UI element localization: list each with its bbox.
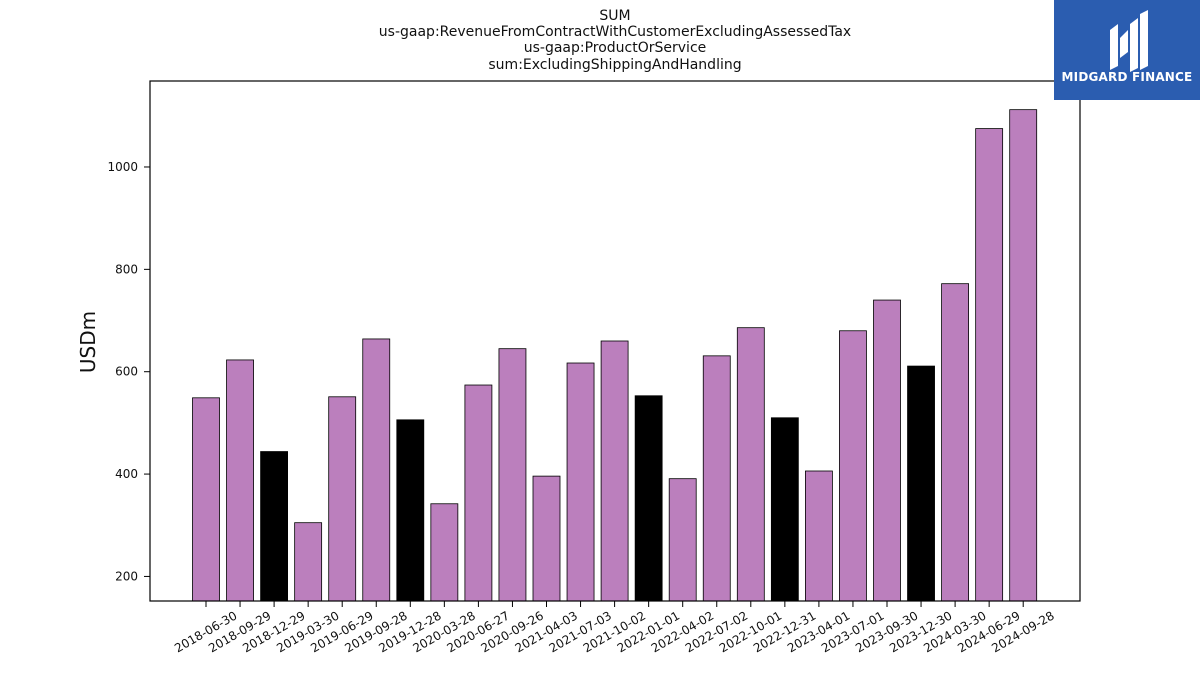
bar-2021-10-02 [600, 340, 629, 602]
y-tick-label: 1000 [107, 160, 138, 174]
bar-2022-10-01 [736, 327, 765, 602]
bar-2021-07-03 [566, 362, 595, 602]
bar-2022-12-31 [770, 417, 799, 602]
chart-title-line-2: us-gaap:RevenueFromContractWithCustomerE… [379, 24, 851, 40]
chart-title-line-4: sum:ExcludingShippingAndHandling [488, 57, 741, 73]
x-axis-ticks: 2018-06-302018-09-292018-12-292019-03-30… [172, 601, 1057, 655]
y-tick-label: 800 [115, 262, 138, 276]
midgard-finance-logo: MIDGARD FINANCE [1054, 0, 1200, 100]
bar-2019-06-29 [328, 396, 357, 602]
y-tick-label: 400 [115, 467, 138, 481]
bar-2023-12-30 [907, 365, 935, 602]
bar-2024-09-28 [1009, 109, 1038, 602]
bar-2020-09-26 [498, 348, 527, 602]
bar-2019-03-30 [294, 522, 323, 602]
bar-2024-03-30 [941, 283, 969, 602]
plot-frame [149, 80, 1081, 602]
bar-2019-12-28 [396, 419, 425, 602]
bar-2020-06-27 [464, 384, 493, 602]
y-axis-label: USDm [76, 311, 100, 373]
bar-2021-04-03 [532, 475, 561, 602]
bar-2023-09-30 [873, 299, 901, 602]
logo-mark-icon [1110, 10, 1148, 72]
y-axis-ticks: 200 400 600 800 1000 [107, 160, 150, 583]
bar-2022-01-01 [634, 395, 663, 602]
bar-2018-06-30 [192, 397, 220, 602]
logo-text: MIDGARD FINANCE [1062, 70, 1193, 84]
bar-series [192, 109, 1038, 602]
bar-2022-04-02 [668, 478, 697, 602]
bar-2018-09-29 [226, 359, 254, 602]
bar-2023-07-01 [839, 330, 867, 602]
chart-title-line-1: SUM [599, 8, 630, 24]
bar-2020-03-28 [430, 503, 459, 602]
y-tick-label: 200 [115, 569, 138, 583]
chart-title-line-3: us-gaap:ProductOrService [524, 40, 707, 56]
y-tick-label: 600 [115, 365, 138, 379]
bar-2024-06-29 [975, 128, 1004, 602]
bar-2023-04-01 [805, 470, 833, 602]
bar-2018-12-29 [260, 451, 289, 602]
bar-2019-09-28 [362, 338, 391, 602]
bar-2022-07-02 [702, 355, 731, 602]
chart-title: SUM us-gaap:RevenueFromContractWithCusto… [379, 8, 851, 73]
